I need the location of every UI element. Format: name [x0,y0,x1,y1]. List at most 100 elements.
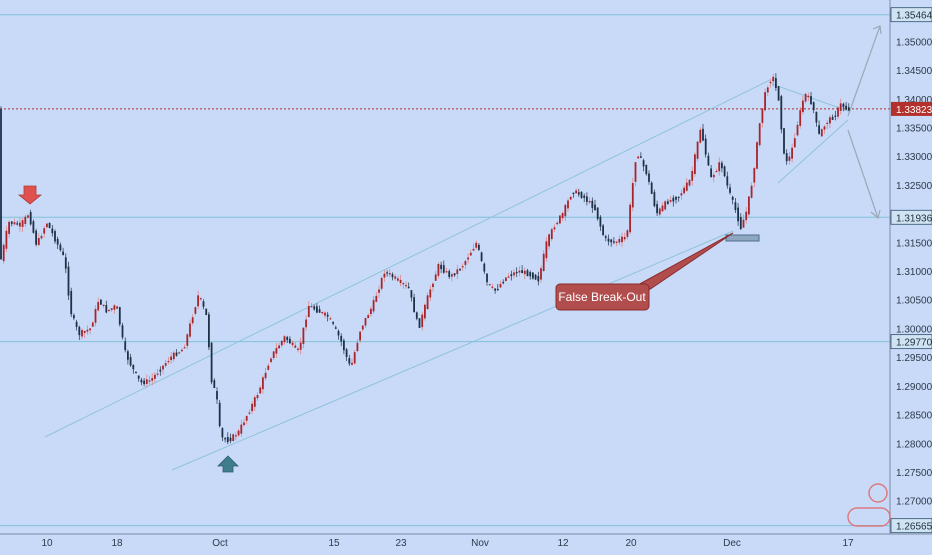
candle-body [364,317,367,326]
candle-body [742,219,745,228]
level-price-label: 1.29770 [896,338,932,349]
candle-body [267,365,270,370]
candle-body [67,266,70,296]
candle-body [410,290,413,298]
candle-body [658,208,661,215]
candle-body [291,342,294,345]
candle-body [796,124,799,136]
y-tick-label: 1.28500 [896,411,932,422]
candle-body [91,322,94,327]
y-tick-label: 1.32500 [896,181,932,192]
candle-body [775,78,777,89]
candle-body [32,221,35,233]
candle-body [256,395,259,399]
candle-body [145,379,148,384]
candle-body [370,308,372,315]
candle-body [758,123,761,146]
candle-body [756,142,758,169]
candle-body [653,192,656,207]
candle-body [399,279,402,284]
candle-body [831,116,834,120]
candle-body [664,201,667,210]
candle-body [386,272,388,274]
candle-body [491,286,494,288]
x-tick-labels: 10 18 Oct 15 23 Nov 12 20 Dec 17 [41,538,854,549]
candle-body [434,274,437,281]
candle-body [537,276,540,282]
candle-body [259,387,262,394]
candle-body [615,241,618,243]
candle-body [442,265,445,273]
candle-body [237,430,240,436]
candle-body [672,197,675,202]
candle-body [340,335,343,342]
candle-body [480,252,483,262]
candle-body [305,319,307,328]
candle-body [208,314,210,348]
candle-body [559,215,561,224]
wedge-lower-line [777,119,849,184]
candle-body [847,107,850,111]
candle-body [793,138,796,148]
candle-body [251,403,253,412]
candle-body [769,81,772,84]
projection-down-arrow [847,129,879,219]
candle-body [129,357,132,366]
candle-body [783,128,785,154]
candle-body [275,348,278,354]
candle-body [499,284,502,288]
candle-body [694,154,696,174]
current-price-tag [891,101,932,116]
candle-body [731,196,734,200]
candle-body [332,322,334,324]
candle-body [496,288,499,291]
y-axis-background [890,0,932,534]
candle-body [545,241,548,259]
y-tick-label: 1.34500 [896,66,932,77]
candle-body [205,308,208,315]
candle-body [467,257,469,260]
candle-body [218,402,221,427]
candle-body [472,248,475,251]
candle-body [683,187,685,194]
level-price-tag [890,7,932,23]
candle-body [154,374,156,379]
candle-body [137,375,140,379]
candle-body [380,277,383,289]
x-tick-label: 20 [625,538,637,549]
callout-text: False Break-Out [558,290,646,304]
candle-body [94,309,97,323]
candle-body [405,285,407,287]
candle-body [599,216,602,227]
candle-body [64,257,67,269]
candle-body [102,304,105,306]
candle-body [56,238,59,245]
candle-body [464,261,467,265]
candle-body [583,195,586,198]
candle-body [505,277,507,282]
candle-body [534,274,537,280]
candle-body [591,200,594,208]
candle-body [456,269,459,274]
candle-body [37,237,40,245]
y-tick-label: 1.33000 [896,152,932,163]
candle-body [721,162,723,169]
candle-body [523,270,526,275]
y-tick-label: 1.31500 [896,238,932,249]
candle-body [110,308,113,310]
candle-body [753,168,756,183]
candle-body [83,330,86,333]
candle-body [440,264,442,270]
candle-body [613,241,615,243]
candle-body [397,278,399,281]
candle-body [610,239,613,243]
candle-body [518,270,521,273]
candle-body [561,213,564,219]
candle-body [842,103,845,108]
candle-body [359,331,361,341]
candle-body [226,437,229,443]
candle-body [313,306,316,310]
